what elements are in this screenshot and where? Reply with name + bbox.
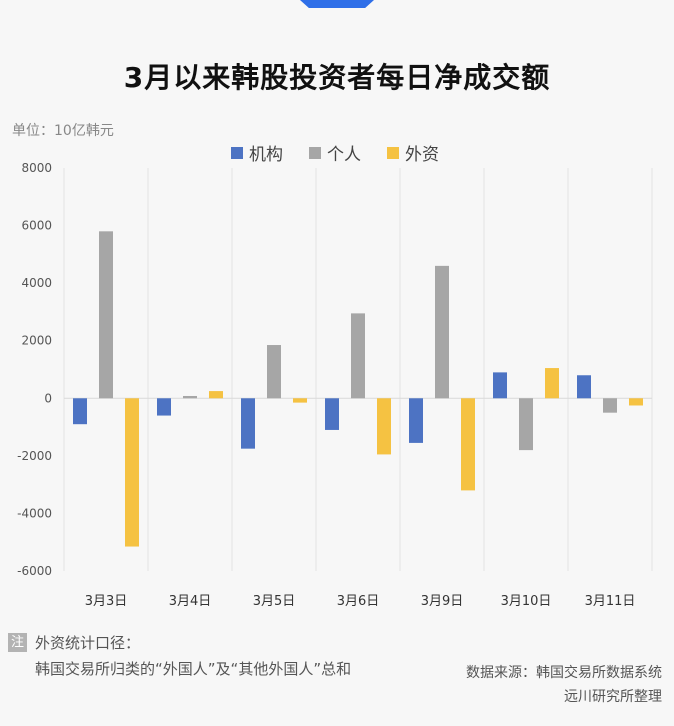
bar-institution — [493, 372, 507, 399]
x-tick-label: 3月9日 — [421, 594, 464, 609]
legend-item-institution: 机构 — [231, 140, 283, 165]
bar-individual — [351, 313, 365, 399]
source-line-2: 远川研究所整理 — [564, 689, 662, 705]
bar-institution — [577, 375, 591, 399]
legend-item-individual: 个人 — [309, 140, 361, 165]
y-tick-label: 2000 — [21, 334, 52, 348]
legend-swatch-institution — [231, 146, 243, 159]
bar-institution — [325, 398, 339, 430]
legend-label-individual: 个人 — [327, 145, 361, 165]
legend: 机构 个人 外资 — [231, 140, 439, 165]
bar-foreign — [545, 368, 559, 399]
note-badge: 注 — [8, 633, 27, 652]
unit-label: 单位：10亿韩元 — [12, 123, 114, 139]
bar-foreign — [377, 398, 391, 455]
note-body: 韩国交易所归类的“外国人”及“其他外国人”总和 — [35, 660, 352, 678]
bar-foreign — [629, 398, 643, 406]
x-tick-label: 3月5日 — [253, 594, 296, 609]
y-tick-label: 0 — [44, 391, 52, 405]
note-heading: 外资统计口径： — [35, 634, 141, 652]
legend-item-foreign: 外资 — [387, 140, 439, 165]
bar-individual — [603, 398, 617, 413]
source-line-1: 数据来源：韩国交易所数据系统 — [466, 665, 662, 681]
x-tick-label: 3月10日 — [501, 594, 552, 609]
legend-swatch-individual — [309, 146, 321, 159]
bar-foreign — [461, 398, 475, 491]
bar-individual — [99, 231, 113, 399]
bar-individual — [183, 395, 197, 399]
legend-label-institution: 机构 — [249, 145, 283, 165]
x-tick-label: 3月3日 — [85, 594, 128, 609]
x-tick-label: 3月11日 — [585, 594, 636, 609]
y-tick-label: 8000 — [21, 161, 52, 175]
bar-institution — [241, 398, 255, 449]
y-tick-label: 4000 — [21, 276, 52, 290]
bar-individual — [267, 345, 281, 399]
x-tick-label: 3月6日 — [337, 594, 380, 609]
bar-individual — [435, 265, 449, 399]
top-accent-tab — [300, 0, 374, 8]
bar-foreign — [209, 391, 223, 399]
bar-institution — [157, 398, 171, 416]
y-tick-label: -2000 — [17, 449, 52, 463]
bar-individual — [519, 398, 533, 451]
bar-foreign — [125, 398, 139, 547]
legend-label-foreign: 外资 — [405, 145, 439, 165]
y-tick-label: 6000 — [21, 219, 52, 233]
y-tick-label: -4000 — [17, 506, 52, 520]
chart-title: 3月以来韩股投资者每日净成交额 — [123, 61, 551, 94]
bar-institution — [409, 398, 423, 443]
legend-swatch-foreign — [387, 146, 399, 159]
x-tick-label: 3月4日 — [169, 594, 212, 609]
bar-institution — [73, 398, 87, 425]
bar-foreign — [293, 398, 307, 403]
y-tick-label: -6000 — [17, 564, 52, 578]
